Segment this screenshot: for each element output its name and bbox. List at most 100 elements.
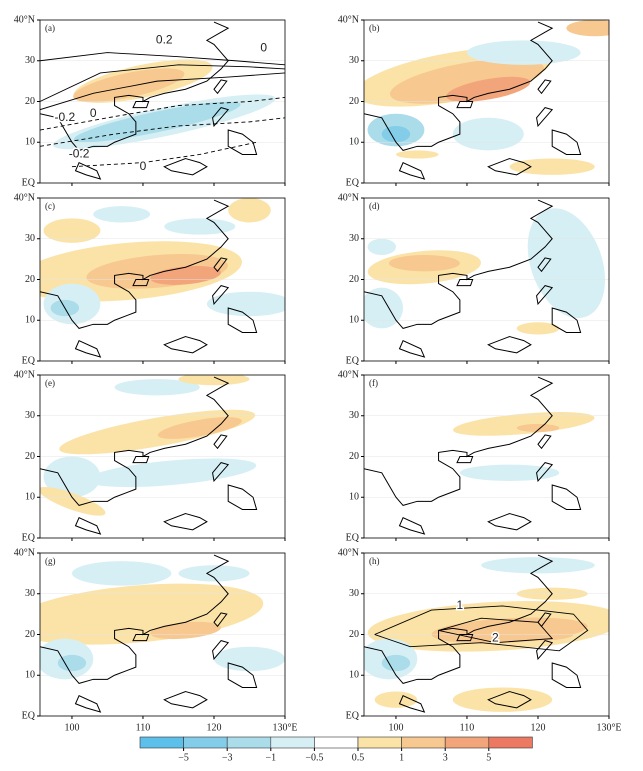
- island: [551, 129, 582, 155]
- map-panel: (h) 1 2 EQ 10 20 30 40°N 100 110 120 130°E: [338, 547, 622, 733]
- anomaly-shading: [114, 379, 200, 396]
- anomaly-shading: [481, 557, 595, 574]
- island: [213, 257, 228, 273]
- anomaly-shading: [466, 40, 581, 65]
- y-tick-label: 10: [349, 137, 359, 148]
- anomaly-shading: [73, 68, 185, 103]
- anomaly-shading: [459, 464, 560, 481]
- coastline: [364, 376, 554, 506]
- island: [487, 513, 532, 531]
- coastline: [364, 554, 554, 684]
- y-tick-label: 40°N: [14, 14, 35, 25]
- x-tick-label: 100: [64, 722, 79, 733]
- island: [536, 640, 554, 661]
- y-tick-label: 20: [25, 451, 35, 462]
- panel-label: (h): [369, 556, 380, 566]
- anomaly-shading: [516, 423, 560, 433]
- map-panel: (b) EQ 10 20 30 40°N: [338, 14, 610, 188]
- map-content: [364, 198, 609, 361]
- contour-label: 2: [492, 631, 499, 645]
- island: [398, 516, 426, 535]
- island: [487, 691, 532, 709]
- island: [132, 634, 150, 642]
- map-panel: (a) 0.2 0 -0.2 0 -0.2 0 EQ 10 20 30 40°N: [14, 14, 286, 188]
- anomaly-shading: [178, 375, 250, 386]
- y-tick-label: 40°N: [14, 192, 35, 203]
- anomaly-shading: [374, 691, 418, 708]
- anomaly-shading: [364, 287, 404, 329]
- colorbar-label: 3: [443, 752, 448, 763]
- contour-line: [71, 141, 257, 168]
- contour-label: 0: [260, 41, 267, 55]
- y-tick-label: 10: [349, 492, 359, 503]
- island: [398, 339, 426, 358]
- anomaly-shading: [71, 561, 172, 586]
- contour-line: [374, 605, 589, 652]
- coastline: [40, 376, 230, 506]
- colorbar-box: [226, 736, 272, 749]
- y-tick-label: 10: [25, 670, 35, 681]
- anomaly-shading: [43, 456, 101, 498]
- island: [456, 456, 474, 464]
- island: [132, 456, 150, 464]
- colorbar-label: 5: [486, 752, 491, 763]
- y-tick-label: 10: [25, 315, 35, 326]
- island: [551, 484, 582, 510]
- panel-label: (e): [45, 378, 55, 388]
- panel-label: (d): [369, 201, 380, 211]
- anomaly-shading: [43, 218, 101, 243]
- anomaly-shading: [452, 687, 553, 712]
- colorbar-box: [139, 736, 184, 749]
- y-tick-label: 20: [349, 629, 359, 640]
- anomaly-shading: [452, 117, 524, 151]
- anomaly-shading: [86, 458, 257, 488]
- island: [227, 129, 258, 155]
- coastline: [364, 21, 554, 151]
- anomaly-shading: [73, 101, 241, 143]
- panel-label: (a): [45, 23, 55, 33]
- island: [212, 462, 230, 483]
- y-tick-label: 30: [25, 55, 35, 66]
- anomaly-shading: [527, 208, 606, 319]
- y-tick-label: 30: [349, 233, 359, 244]
- anomaly-shading: [40, 486, 106, 516]
- colorbar-label: 1: [399, 752, 404, 763]
- y-tick-label: EQ: [346, 532, 360, 543]
- anomaly-shading: [59, 409, 256, 455]
- panel-label: (f): [369, 378, 378, 388]
- anomaly-shading: [367, 238, 396, 256]
- y-tick-label: 20: [349, 274, 359, 285]
- anomaly-shading: [566, 20, 609, 37]
- y-tick-label: 20: [25, 629, 35, 640]
- island: [74, 516, 102, 535]
- anomaly-shading: [178, 565, 250, 582]
- colorbar-box: [357, 736, 402, 749]
- map-content: [364, 20, 609, 183]
- colorbar-box: [401, 736, 446, 749]
- map-content: [364, 375, 609, 538]
- anomaly-shading: [516, 322, 560, 335]
- anomaly-shading: [395, 150, 439, 159]
- contour-line: [40, 72, 285, 111]
- y-tick-label: EQ: [346, 710, 360, 721]
- y-tick-label: 40°N: [338, 369, 359, 380]
- island: [212, 285, 230, 306]
- island: [74, 694, 102, 713]
- x-tick-label: 100: [388, 722, 403, 733]
- x-tick-label: 120: [530, 722, 545, 733]
- island: [163, 336, 208, 354]
- y-tick-label: 30: [349, 588, 359, 599]
- island: [213, 434, 228, 450]
- island: [163, 158, 208, 176]
- x-tick-label: 110: [460, 722, 475, 733]
- map-panel: (d) EQ 10 20 30 40°N: [338, 192, 610, 366]
- y-tick-label: 20: [349, 451, 359, 462]
- anomaly-shading: [206, 291, 285, 317]
- map-panel: (f) EQ 10 20 30 40°N: [338, 369, 610, 543]
- contour-line: [40, 52, 285, 66]
- x-tick-label: 130°E: [596, 722, 621, 733]
- map-panel: (e) EQ 10 20 30 40°N: [14, 369, 286, 543]
- y-tick-label: EQ: [22, 355, 36, 366]
- colorbar-label: 0.5: [352, 752, 365, 763]
